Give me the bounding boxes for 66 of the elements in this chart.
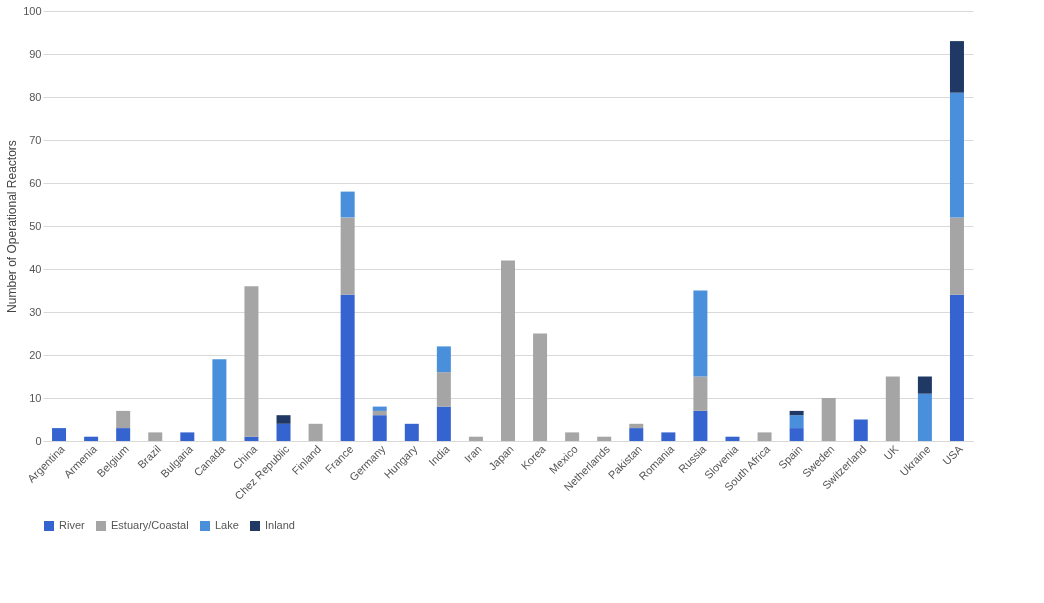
- bar: [661, 432, 676, 441]
- bar: [468, 436, 483, 441]
- bar: [693, 410, 708, 441]
- bar: [436, 372, 451, 407]
- bar: [853, 419, 868, 441]
- bar: [949, 92, 964, 218]
- bar: [693, 290, 708, 377]
- bar: [404, 423, 419, 441]
- y-tick-label: 40: [29, 262, 42, 275]
- bar: [116, 410, 131, 429]
- bar: [949, 41, 964, 93]
- y-tick-label: 10: [29, 391, 42, 404]
- y-tick-label: 50: [29, 219, 42, 232]
- bar: [629, 428, 644, 441]
- legend-label: Estuary/Coastal: [111, 519, 189, 531]
- bar: [533, 333, 548, 441]
- bar: [789, 428, 804, 441]
- bar: [212, 359, 227, 441]
- bar: [340, 294, 355, 441]
- bar: [725, 436, 740, 441]
- y-tick-label: 80: [29, 90, 42, 103]
- bar: [949, 217, 964, 295]
- y-tick-label: 30: [29, 305, 42, 318]
- bar: [276, 423, 291, 441]
- bar: [789, 410, 804, 416]
- bar: [116, 428, 131, 441]
- y-tick-label: 0: [35, 434, 42, 447]
- bar: [244, 286, 259, 437]
- bar: [52, 428, 67, 441]
- bar: [436, 406, 451, 441]
- y-tick-label: 60: [29, 176, 42, 189]
- y-axis-title: Number of Operational Reactors: [5, 140, 20, 313]
- bar: [276, 415, 291, 424]
- x-tick-label: USA: [940, 442, 966, 468]
- x-tick-label: Iran: [461, 442, 484, 465]
- bar: [597, 436, 612, 441]
- bar: [436, 346, 451, 373]
- bar: [372, 406, 387, 411]
- bar: [84, 436, 99, 441]
- bar: [789, 415, 804, 429]
- bar: [372, 415, 387, 441]
- bar: [372, 410, 387, 416]
- legend-label: Inland: [265, 519, 295, 531]
- bar: [821, 398, 836, 441]
- y-tick-label: 100: [23, 4, 42, 17]
- bar: [244, 436, 259, 441]
- legend-label: River: [59, 519, 86, 531]
- y-tick-label: 20: [29, 348, 42, 361]
- x-tick-label: UK: [881, 442, 902, 463]
- bar: [885, 376, 900, 441]
- bar: [308, 423, 323, 441]
- bar: [917, 376, 932, 394]
- legend-label: Lake: [215, 519, 239, 531]
- bar: [180, 432, 195, 441]
- bar: [629, 423, 644, 429]
- y-tick-label: 90: [29, 47, 42, 60]
- bar: [340, 217, 355, 295]
- bar: [949, 294, 964, 441]
- bar: [340, 191, 355, 218]
- bar: [693, 376, 708, 411]
- bar: [501, 260, 515, 441]
- bar: [565, 432, 580, 441]
- y-tick-label: 70: [29, 133, 42, 146]
- bar: [148, 432, 163, 441]
- bar: [757, 432, 772, 441]
- bar: [917, 393, 932, 441]
